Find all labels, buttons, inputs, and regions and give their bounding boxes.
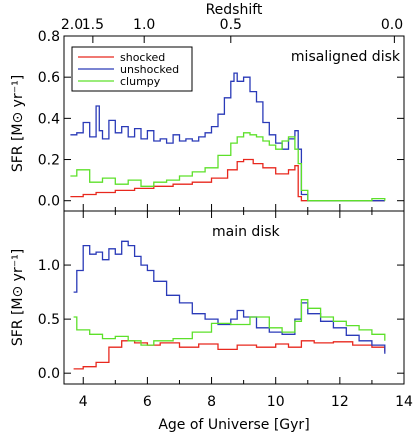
x-tick-label: 4 [79, 394, 88, 410]
panel-frame [63, 210, 405, 385]
redshift-tick-label: 1.0 [133, 17, 155, 33]
y-tick-label: 0.4 [38, 111, 60, 127]
x-axis-label: Age of Universe [Gyr] [158, 417, 309, 433]
x-tick-label: 12 [331, 394, 349, 410]
series-line-shocked [70, 158, 385, 202]
y-tick-label: 0.6 [38, 70, 60, 86]
chart-panels: 0.0 0.2 0.4 0.6 0.8 SFR [M⊙ yr⁻¹] misaligned d… [10, 29, 405, 385]
legend-entry-shocked: shocked [120, 51, 165, 64]
panel-misaligned-disk: 0.0 0.2 0.4 0.6 0.8 SFR [M⊙ yr⁻¹] misaligned d… [10, 29, 405, 212]
x-tick-label: 10 [267, 394, 285, 410]
y-tick-label: 0.8 [38, 29, 60, 45]
series-line-clumpy [73, 299, 386, 346]
panel-label: misaligned disk [291, 49, 401, 65]
y-tick-label: 0.0 [38, 366, 60, 382]
redshift-tick-label: 0.5 [220, 17, 242, 33]
redshift-tick-label: 1.5 [82, 17, 104, 33]
y-tick-label: 0.2 [38, 153, 60, 169]
series-line-clumpy [70, 132, 386, 202]
redshift-tick-label: 0.0 [381, 17, 403, 33]
legend-entry-unshocked: unshocked [120, 63, 179, 76]
y-axis-label: SFR [M⊙ yr⁻¹] [10, 249, 26, 346]
x-tick-label: 6 [143, 394, 152, 410]
series-line-unshocked [70, 72, 385, 202]
redshift-axis: Redshift 2.01.5 1.0 0.5 0.0 [61, 2, 403, 43]
redshift-axis-label: Redshift [206, 2, 263, 18]
redshift-tick-label: 2.0 [61, 17, 83, 33]
y-tick-label: 0.5 [38, 312, 60, 328]
y-tick-label: 0.0 [38, 194, 60, 210]
y-axis-label: SFR [M⊙ yr⁻¹] [10, 75, 26, 172]
panel-main-disk: 0.0 0.5 1.0 SFR [M⊙ yr⁻¹] main disk [10, 210, 405, 385]
age-axis: Age of Universe [Gyr] 4 6 8 10 12 14 [79, 394, 413, 433]
legend-entry-clumpy: clumpy [120, 75, 161, 88]
x-tick-label: 8 [207, 394, 216, 410]
series-line-shocked [73, 340, 386, 370]
y-tick-label: 1.0 [38, 258, 60, 274]
x-tick-label: 14 [395, 394, 413, 410]
panel-label: main disk [212, 224, 281, 240]
